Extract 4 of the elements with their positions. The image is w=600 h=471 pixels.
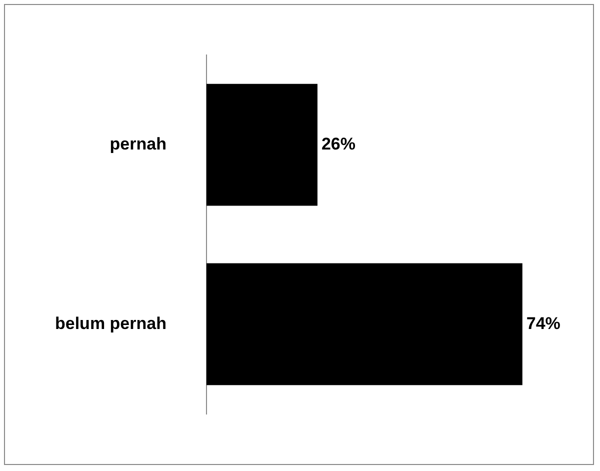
- y-tick-label: pernah: [110, 134, 166, 154]
- y-tick-label: belum pernah: [54, 314, 166, 333]
- data-label: 26%: [321, 134, 356, 154]
- data-label: 74%: [526, 314, 560, 333]
